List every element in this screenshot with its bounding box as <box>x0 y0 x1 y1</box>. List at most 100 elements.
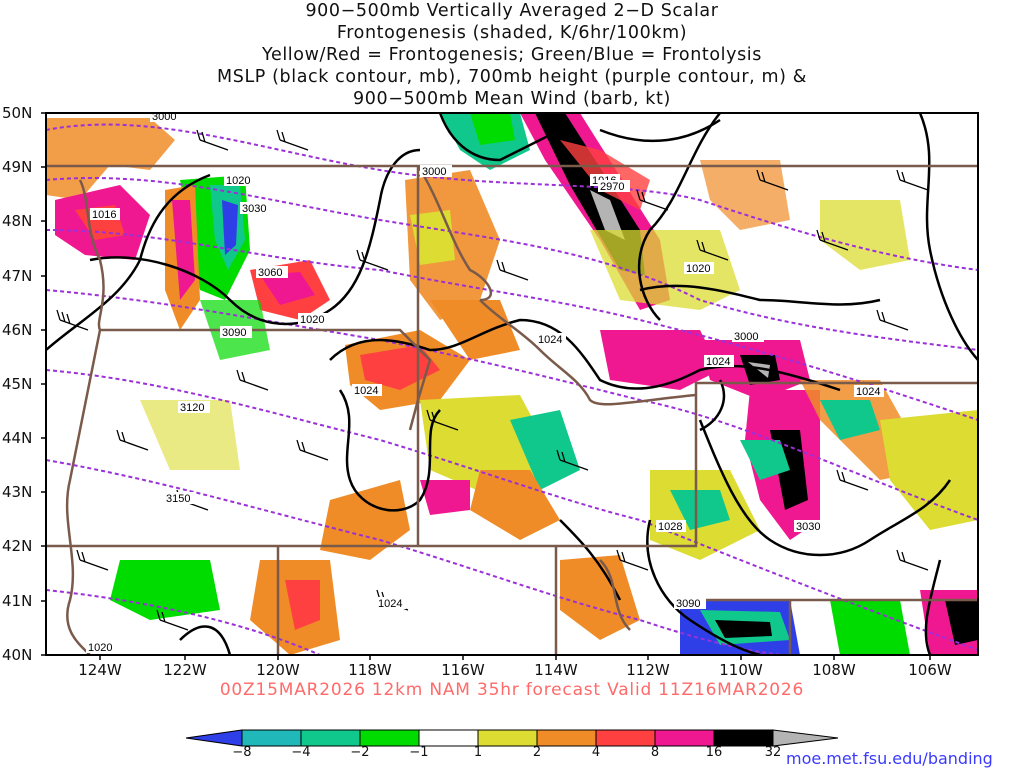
svg-text:1024: 1024 <box>706 356 730 368</box>
contour-labels: 1016 1016 1020 1020 1020 1024 1024 1024 … <box>86 110 884 654</box>
svg-text:3030: 3030 <box>242 203 266 215</box>
lat-label: 40N <box>2 646 33 664</box>
pressure-label: 1024 <box>704 355 734 368</box>
height-label: 3060 <box>256 266 288 279</box>
height-label: 3000 <box>732 330 764 343</box>
pressure-label: 1024 <box>352 384 382 397</box>
lat-label: 43N <box>2 483 33 501</box>
colorbar-swatch <box>418 729 479 747</box>
pressure-label: 1020 <box>684 262 714 275</box>
pressure-label: 1028 <box>656 520 686 533</box>
lat-label: 45N <box>2 375 33 393</box>
svg-text:3090: 3090 <box>676 598 700 610</box>
svg-text:1020: 1020 <box>226 175 250 187</box>
pressure-label: 1016 <box>90 208 120 221</box>
svg-text:1024: 1024 <box>538 334 562 346</box>
colorbar-swatch <box>359 729 420 747</box>
colorbar-label: 8 <box>650 745 660 760</box>
colorbar-swatch <box>595 729 656 747</box>
lon-label: 118W <box>348 661 392 679</box>
height-label: 3150 <box>164 492 196 505</box>
colorbar-label: 4 <box>591 745 601 760</box>
title-line-5: 900−500mb Mean Wind (barb, kt) <box>353 89 671 109</box>
colorbar-label: 32 <box>764 745 782 760</box>
height-label: 2970 <box>598 180 630 193</box>
forecast-subtitle: 00Z15MAR2026 12km NAM 35hr forecast Vali… <box>219 680 805 700</box>
svg-text:3060: 3060 <box>258 267 282 279</box>
lat-label: 48N <box>2 212 33 230</box>
colorbar <box>185 729 839 747</box>
colorbar-swatch <box>654 729 715 747</box>
lon-label: 114W <box>534 661 578 679</box>
pressure-label: 1024 <box>536 333 566 346</box>
axis-ticks <box>41 112 931 660</box>
title-line-1: 900−500mb Vertically Averaged 2−D Scalar <box>305 1 719 21</box>
height-label: 3000 <box>150 110 182 123</box>
colorbar-label: 16 <box>705 745 723 760</box>
lon-label: 110W <box>719 661 763 679</box>
title-line-3: Yellow/Red = Frontogenesis; Green/Blue =… <box>262 45 762 65</box>
pressure-label: 1020 <box>224 174 254 187</box>
svg-text:1024: 1024 <box>856 386 880 398</box>
svg-text:1028: 1028 <box>658 521 682 533</box>
lat-label: 50N <box>2 104 33 122</box>
colorbar-swatch <box>185 729 243 747</box>
svg-text:2970: 2970 <box>600 181 624 193</box>
pressure-label: 1024 <box>854 385 884 398</box>
colorbar-swatch <box>772 729 839 747</box>
pressure-label: 1020 <box>86 641 116 654</box>
height-label: 3030 <box>240 202 272 215</box>
height-label: 3090 <box>674 597 706 610</box>
height-label: 3120 <box>178 401 210 414</box>
lat-label: 47N <box>2 267 33 285</box>
lon-label: 108W <box>812 661 856 679</box>
height-contours <box>46 123 978 655</box>
height-label: 3090 <box>220 326 252 339</box>
lat-label: 42N <box>2 537 33 555</box>
svg-text:1024: 1024 <box>354 385 378 397</box>
geographic-borders <box>46 164 978 655</box>
svg-text:1020: 1020 <box>300 314 324 326</box>
credit-link[interactable]: moe.met.fsu.edu/banding <box>786 749 993 768</box>
lon-label: 116W <box>441 661 485 679</box>
svg-text:3120: 3120 <box>180 402 204 414</box>
colorbar-label: −4 <box>291 745 311 760</box>
title-line-2: Frontogenesis (shaded, K/6hr/100km) <box>336 23 688 43</box>
svg-text:1020: 1020 <box>686 263 710 275</box>
height-label: 3030 <box>794 520 826 533</box>
frontogenesis-shading <box>46 113 978 655</box>
lon-label: 106W <box>908 661 952 679</box>
lat-label: 41N <box>2 592 33 610</box>
colorbar-swatch <box>241 729 302 747</box>
colorbar-label: 2 <box>532 745 542 760</box>
colorbar-swatch <box>477 729 538 747</box>
colorbar-label: 1 <box>473 745 483 760</box>
lat-label: 49N <box>2 158 33 176</box>
svg-text:1024: 1024 <box>378 598 402 610</box>
colorbar-swatch <box>536 729 597 747</box>
pressure-label: 1024 <box>376 597 406 610</box>
pressure-label: 1020 <box>298 313 328 326</box>
svg-text:1016: 1016 <box>92 209 116 221</box>
wind-barbs <box>56 129 929 631</box>
colorbar-label: −2 <box>350 745 370 760</box>
colorbar-label: −1 <box>409 745 429 760</box>
svg-text:1020: 1020 <box>88 642 112 654</box>
lon-label: 124W <box>78 661 122 679</box>
lon-label: 112W <box>626 661 670 679</box>
lat-label: 44N <box>2 429 33 447</box>
colorbar-swatch <box>300 729 361 747</box>
lon-label: 122W <box>163 661 207 679</box>
svg-text:3000: 3000 <box>734 331 758 343</box>
title-line-4: MSLP (black contour, mb), 700mb height (… <box>217 67 807 87</box>
svg-text:3000: 3000 <box>422 166 446 178</box>
lon-label: 120W <box>256 661 300 679</box>
colorbar-swatch <box>713 729 774 747</box>
title-block: 900−500mb Vertically Averaged 2−D Scalar… <box>0 0 1024 110</box>
height-label: 3000 <box>420 165 452 178</box>
svg-text:3090: 3090 <box>222 327 246 339</box>
colorbar-label: −8 <box>232 745 252 760</box>
lat-label: 46N <box>2 321 33 339</box>
svg-text:3150: 3150 <box>166 493 190 505</box>
